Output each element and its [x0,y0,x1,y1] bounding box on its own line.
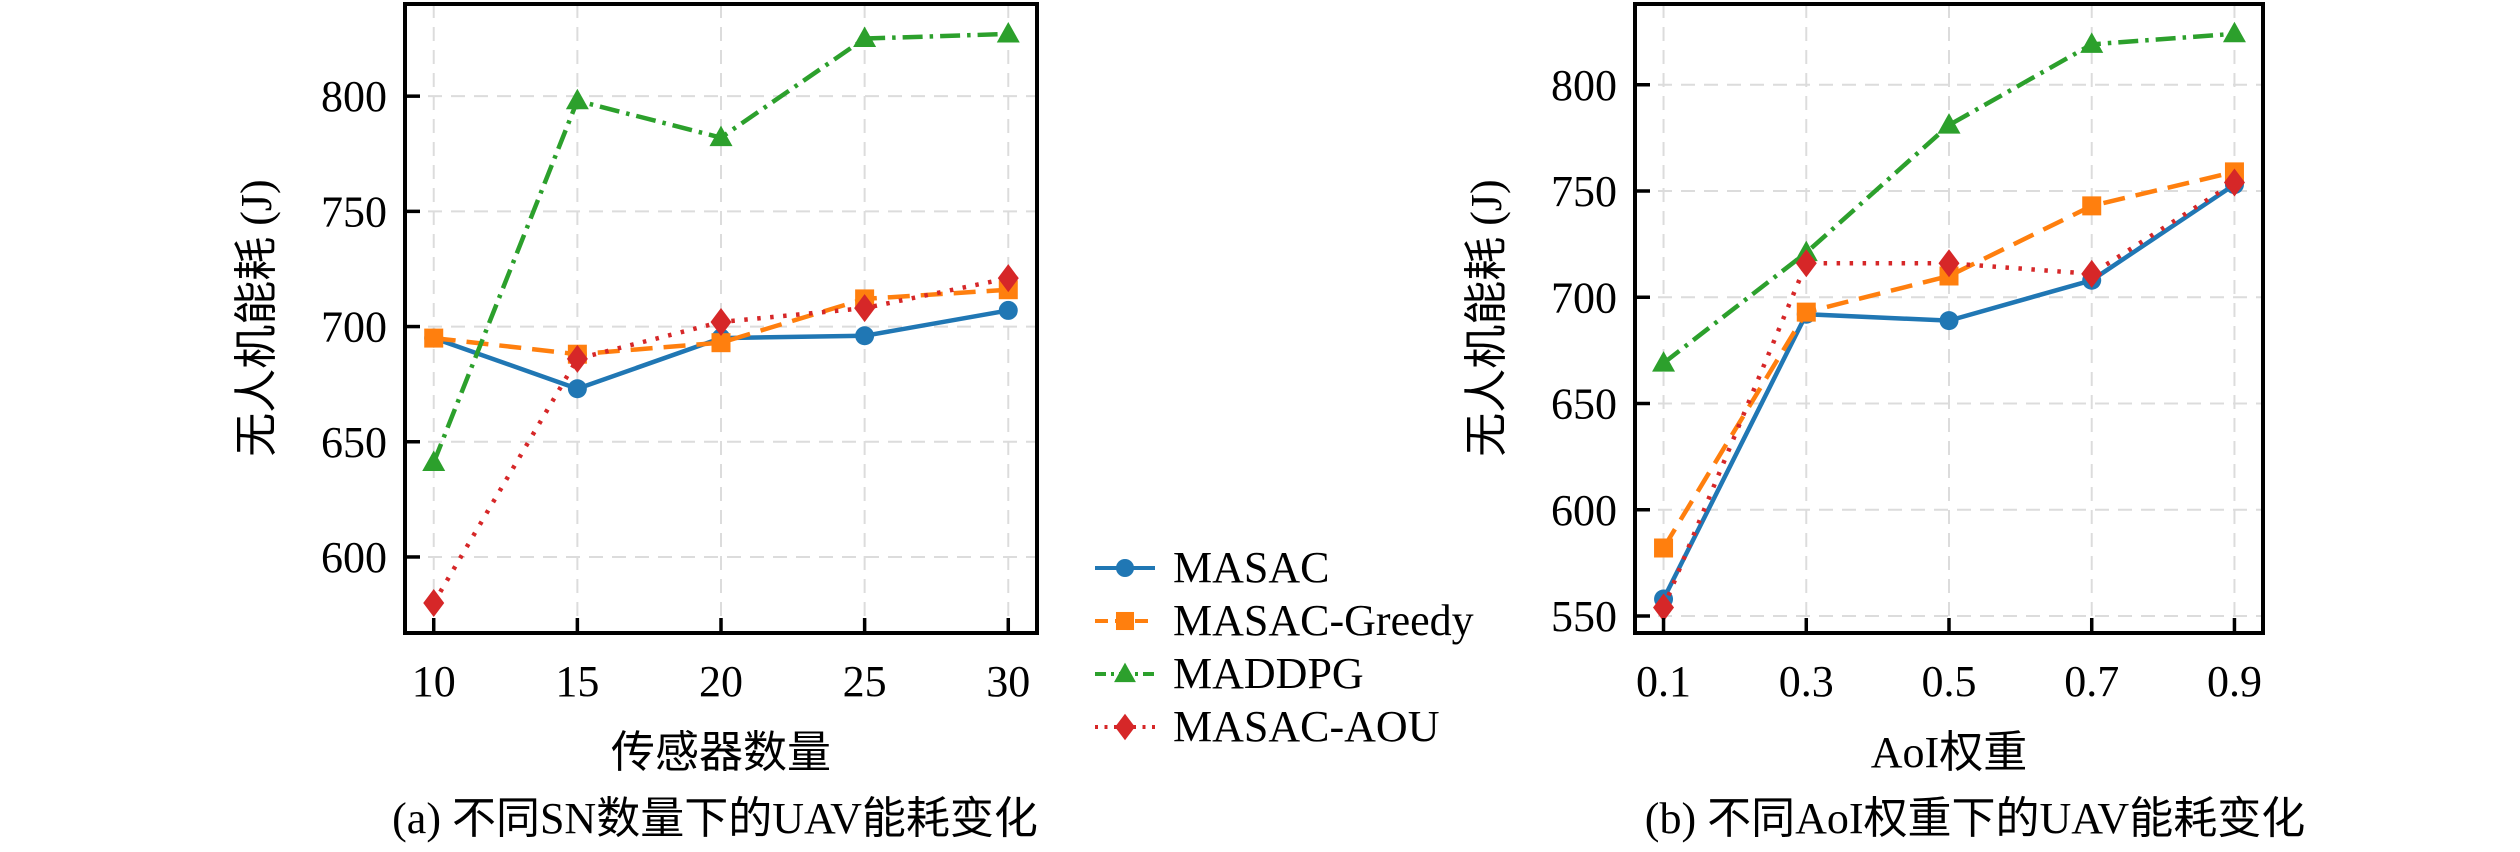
y-tick-label: 750 [1551,167,1617,216]
triangle-marker [996,21,1020,43]
y-tick-label: 600 [321,533,387,582]
triangle-marker [565,88,589,110]
circle-marker [855,326,875,346]
chart-a: 10 15 20 25 30 600 650 700 750 800 [321,2,1039,706]
triangle-marker [2222,21,2246,43]
legend-item-masac-greedy: MASAC-Greedy [1093,594,1474,647]
chart-b-x-axis-label: AoI权重 [1870,728,2028,777]
square-marker [1654,538,1674,558]
diamond-marker [423,589,445,618]
masac-greedy-line-marker-sample [1095,611,1155,630]
x-tick-label: 0.3 [1779,657,1834,706]
diamond-marker [566,344,588,373]
diamond-marker [1795,249,1817,278]
y-tick-label: 600 [1551,486,1617,535]
x-tick-label: 30 [986,657,1030,706]
circle-marker [1939,311,1959,331]
axis-ticks [405,94,1011,633]
y-tick-label: 800 [1551,61,1617,110]
y-tick-label: 550 [1551,592,1617,641]
x-tick-label: 20 [699,657,743,706]
tick-labels: 0.1 0.3 0.5 0.7 0.9 550 600 650 700 750 800 [1551,61,2262,706]
tick-labels: 10 15 20 25 30 600 650 700 750 800 [321,72,1030,706]
axis-ticks [1635,83,2237,633]
chart-b: 0.1 0.3 0.5 0.7 0.9 550 600 650 700 750 800 [1551,2,2265,706]
triangle-marker [1937,113,1961,134]
legend-item-masac-aou: MASAC-AOU [1093,700,1474,753]
y-tick-label: 650 [321,418,387,467]
y-tick-label: 700 [1551,273,1617,322]
diamond-marker [1115,713,1135,740]
triangle-marker [1652,351,1676,372]
x-tick-label: 0.1 [1636,657,1691,706]
square-marker [1115,611,1135,630]
chart-a-x-axis-label: 传感器数量 [611,728,831,777]
square-marker [1796,302,1816,322]
x-tick-label: 25 [843,657,887,706]
circle-marker [998,300,1018,320]
legend-label-masac: MASAC [1173,542,1330,592]
chart-b-y-axis-label: 无人机能耗 (J) [1462,179,1511,457]
masac-line-marker-sample [1095,558,1155,577]
legend-label-masac-greedy: MASAC-Greedy [1173,595,1474,645]
y-tick-label: 650 [1551,380,1617,429]
triangle-marker [422,450,446,472]
x-tick-label: 0.9 [2207,657,2262,706]
diamond-marker [1938,249,1960,278]
series-masac-aou [1653,168,2245,622]
triangle-marker [1114,662,1136,682]
diamond-marker [854,294,876,323]
x-tick-label: 0.7 [2064,657,2119,706]
legend-item-maddpg: MADDPG [1093,647,1474,700]
legend-item-masac: MASAC [1093,541,1474,594]
triangle-marker [2080,32,2104,53]
masac-aou-line [1661,180,2236,609]
triangle-marker [853,26,877,48]
series-masac-greedy [1654,162,2244,558]
y-tick-label: 750 [321,187,387,236]
legend-label-maddpg: MADDPG [1173,648,1364,698]
square-marker [711,333,731,353]
masac-greedy-line [1661,169,2235,550]
diamond-marker [1653,593,1675,622]
chart-b-caption: (b) 不同AoI权重下的UAV能耗变化 [1644,794,2306,843]
square-marker [424,328,444,348]
x-tick-label: 0.5 [1922,657,1977,706]
chart-a-y-axis-label: 无人机能耗 (J) [232,179,281,457]
series-masac-aou [423,264,1019,618]
diamond-marker [710,307,732,336]
grid [1635,4,2263,633]
triangle-marker [709,125,733,147]
diamond-marker [2081,259,2103,288]
square-marker [2082,196,2102,216]
masac-aou-line-marker-sample [1095,713,1155,740]
diamond-marker [2223,168,2245,197]
legend: MASAC MASAC-Greedy MADDPG MASAC-AOU [1093,541,1474,753]
y-tick-label: 700 [321,303,387,352]
chart-a-caption: (a) 不同SN数量下的UAV能耗变化 [392,794,1038,843]
circle-marker [1115,558,1135,577]
series-maddpg [422,21,1020,472]
x-tick-label: 15 [555,657,599,706]
diamond-marker [997,264,1019,293]
circle-marker [567,379,587,399]
maddpg-line [1662,31,2235,365]
x-tick-label: 10 [412,657,456,706]
legend-label-masac-aou: MASAC-AOU [1173,701,1440,751]
maddpg-line-marker-sample [1095,662,1155,682]
y-tick-label: 800 [321,72,387,121]
